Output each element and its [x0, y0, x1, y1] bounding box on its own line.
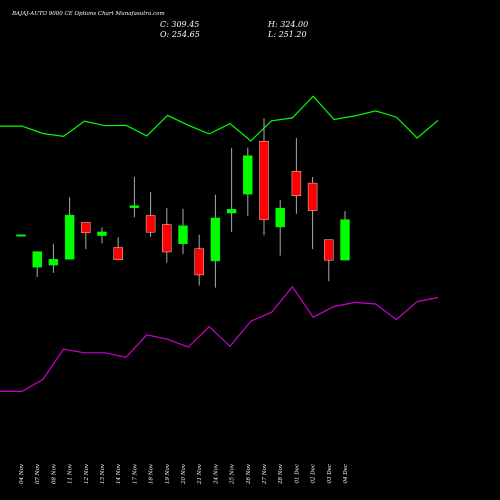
candle-body [259, 141, 269, 220]
candle-body [64, 214, 75, 260]
x-tick-label: 19 Nov [165, 463, 171, 484]
candle-body [162, 224, 172, 253]
x-tick-label: 04 Dec [343, 464, 349, 484]
x-tick-label: 26 Nov [246, 463, 252, 485]
x-tick-label: 27 Nov [262, 463, 268, 485]
x-tick-label: 21 Nov [197, 463, 203, 485]
candle-body [226, 209, 237, 214]
x-tick-label: 12 Nov [84, 463, 90, 484]
candle-body [48, 259, 59, 266]
open-label: O: [160, 30, 170, 39]
x-tick-label: 17 Nov [132, 463, 138, 484]
candle-body [340, 219, 350, 261]
candle-body [324, 239, 334, 261]
high-label: H: [268, 20, 278, 29]
x-tick-label: 28 Nov [278, 463, 284, 485]
candle-body [307, 182, 318, 211]
candle-body [275, 207, 285, 228]
x-tick-label: 08 Nov [51, 463, 57, 484]
open-readout: O: 254.65 [160, 30, 200, 39]
candle-body [81, 222, 91, 233]
upper-line-series [0, 95, 439, 142]
candle-body [243, 155, 253, 195]
candle-body [291, 170, 302, 196]
close-label: C: [160, 20, 169, 29]
x-tick-label: 14 Nov [116, 463, 122, 484]
x-tick-label: 03 Dec [327, 464, 333, 484]
candle-body [16, 234, 26, 237]
high-readout: H: 324.00 [268, 20, 308, 29]
low-value: 251.20 [278, 30, 307, 39]
candle-body [178, 225, 188, 244]
x-tick-label: 20 Nov [181, 463, 187, 485]
x-tick-label: 25 Nov [230, 463, 236, 485]
low-readout: L: 251.20 [268, 30, 307, 39]
candle-body [97, 231, 107, 236]
candle-body [113, 247, 123, 260]
candle-body [129, 205, 140, 208]
x-tick-label: 18 Nov [149, 463, 155, 484]
x-tick-label: 11 Nov [68, 463, 74, 484]
high-value: 324.00 [280, 20, 309, 29]
x-tick-label: 13 Nov [100, 463, 106, 484]
candle-body [145, 215, 156, 233]
chart-title: BAJAJ-AUTO 9000 CE Options Chart Munafas… [12, 11, 165, 17]
x-tick-label: 04 Nov [19, 463, 25, 484]
candle-body [194, 248, 204, 276]
candle-body [210, 217, 221, 262]
x-tick-label: 02 Dec [311, 464, 317, 484]
low-label: L: [268, 30, 277, 39]
close-readout: C: 309.45 [160, 20, 199, 29]
candle-body [32, 251, 42, 268]
open-value: 254.65 [171, 30, 200, 39]
x-tick-label: 07 Nov [35, 463, 41, 484]
x-tick-label: 24 Nov [213, 463, 219, 485]
lower-line-series [0, 285, 439, 392]
x-tick-label: 01 Dec [294, 464, 300, 484]
close-value: 309.45 [171, 20, 200, 29]
